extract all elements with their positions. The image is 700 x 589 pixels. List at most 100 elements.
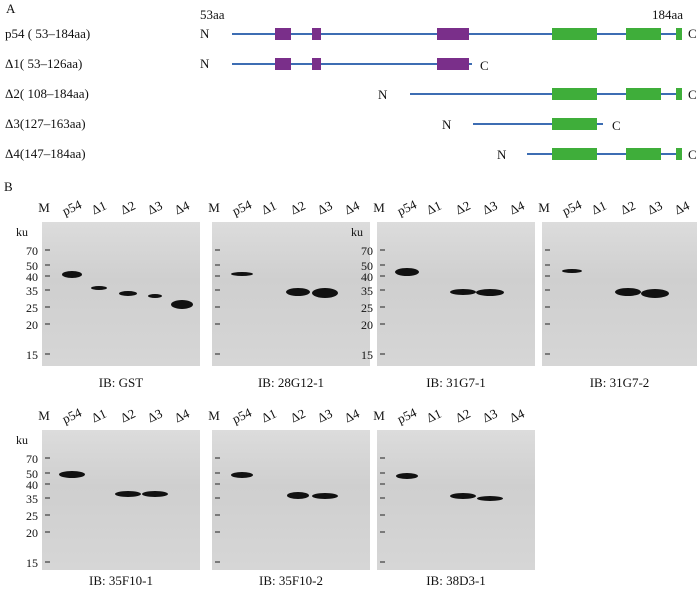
ladder-band	[380, 497, 385, 499]
ladder-band	[215, 275, 220, 277]
protein-band-Δ3	[312, 288, 338, 298]
green-domain-3-d2	[676, 88, 682, 100]
purple-domain-3-d1	[437, 58, 469, 70]
ladder-band	[215, 353, 220, 355]
ladder-band	[545, 306, 550, 308]
protein-band-Δ4	[171, 299, 193, 309]
ladder-band	[545, 275, 550, 277]
c-terminus-d1: C	[480, 58, 489, 73]
protein-band-Δ3	[142, 491, 168, 497]
green-domain-1-d3	[552, 118, 597, 130]
purple-domain-2-p54	[312, 28, 321, 40]
construct-label-d3: Δ3(127–163aa)	[5, 116, 86, 131]
construct-label-p54: p54 ( 53–184aa)	[5, 26, 91, 41]
ladder-band	[380, 457, 385, 459]
lane-label-4: Δ3	[479, 197, 500, 218]
c-terminus-d2: C	[688, 87, 697, 102]
marker-value-35: 35	[26, 284, 38, 298]
green-domain-1-p54	[552, 28, 597, 40]
marker-value-20: 20	[361, 318, 373, 332]
marker-value-40: 40	[361, 270, 373, 284]
lane-label-1: p54	[394, 404, 419, 427]
green-domain-2-d2	[626, 88, 661, 100]
purple-domain-1-p54	[275, 28, 291, 40]
ladder-band	[215, 531, 220, 533]
blot-caption: IB: 35F10-1	[89, 573, 153, 588]
lane-label-3: Δ2	[452, 405, 473, 426]
ladder-band	[215, 472, 220, 474]
protein-band-p54	[59, 470, 85, 478]
ladder-band	[380, 353, 385, 355]
n-terminus-d4: N	[497, 147, 507, 162]
marker-value-25: 25	[26, 509, 38, 523]
blot-image-6	[212, 430, 370, 570]
lane-label-2: Δ1	[258, 197, 279, 218]
marker-value-35: 35	[361, 284, 373, 298]
protein-band-Δ3	[148, 294, 162, 298]
lane-label-4: Δ3	[144, 405, 165, 426]
protein-band-p54	[62, 270, 82, 278]
blot-caption: IB: 38D3-1	[426, 573, 486, 588]
lane-label-1: p54	[394, 196, 419, 219]
lane-label-5: Δ4	[171, 405, 192, 426]
ladder-band	[45, 306, 50, 308]
blot-caption: IB: 28G12-1	[257, 375, 325, 390]
lane-label-0: M	[373, 200, 385, 215]
ladder-band	[45, 457, 50, 459]
marker-value-20: 20	[26, 318, 38, 332]
protein-band-p54	[231, 272, 253, 276]
ladder-band	[215, 323, 220, 325]
marker-unit-label: ku	[351, 225, 363, 239]
ladder-band	[215, 306, 220, 308]
marker-value-25: 25	[361, 301, 373, 315]
protein-band-Δ2	[119, 290, 137, 296]
construct-label-d2: Δ2( 108–184aa)	[5, 86, 89, 101]
marker-value-15: 15	[26, 348, 38, 362]
backbone-d2	[410, 93, 680, 95]
lane-label-0: M	[38, 408, 50, 423]
green-domain-1-d2	[552, 88, 597, 100]
blot-image-5	[42, 430, 200, 570]
lane-label-2: Δ1	[88, 197, 109, 218]
blot-caption: IB: 35F10-2	[259, 573, 323, 588]
lane-label-5: Δ4	[506, 405, 527, 426]
protein-band-Δ3	[312, 493, 338, 499]
purple-domain-1-d1	[275, 58, 291, 70]
ladder-band	[45, 323, 50, 325]
marker-value-70: 70	[361, 244, 373, 258]
ladder-band	[45, 289, 50, 291]
ladder-band	[380, 306, 385, 308]
lane-label-0: M	[208, 200, 220, 215]
lane-label-1: p54	[59, 196, 84, 219]
marker-value-70: 70	[26, 452, 38, 466]
marker-unit-label: ku	[16, 433, 28, 447]
n-terminus-d3: N	[442, 117, 452, 132]
marker-value-70: 70	[26, 244, 38, 258]
n-terminus-d1: N	[200, 56, 210, 71]
protein-band-Δ3	[641, 288, 669, 298]
lane-label-0: M	[208, 408, 220, 423]
ladder-band	[215, 497, 220, 499]
lane-label-5: Δ4	[341, 197, 362, 218]
lane-label-3: Δ2	[287, 197, 308, 218]
protein-band-p54	[231, 472, 253, 478]
end-residue-label: 184aa	[652, 7, 684, 22]
protein-band-Δ1	[91, 286, 107, 290]
ladder-band	[380, 561, 385, 563]
ladder-band	[545, 249, 550, 251]
marker-value-15: 15	[361, 348, 373, 362]
lane-label-4: Δ3	[644, 197, 665, 218]
marker-value-50: 50	[361, 259, 373, 273]
lane-label-2: Δ1	[423, 197, 444, 218]
marker-unit-label: ku	[16, 225, 28, 239]
purple-domain-3-p54	[437, 28, 469, 40]
protein-band-p54	[562, 269, 582, 273]
blot-caption: IB: GST	[98, 375, 144, 390]
purple-domain-2-d1	[312, 58, 321, 70]
lane-label-4: Δ3	[479, 405, 500, 426]
marker-value-40: 40	[26, 270, 38, 284]
ladder-band	[380, 514, 385, 516]
lane-label-3: Δ2	[117, 197, 138, 218]
lane-label-3: Δ2	[617, 197, 638, 218]
ladder-band	[45, 353, 50, 355]
